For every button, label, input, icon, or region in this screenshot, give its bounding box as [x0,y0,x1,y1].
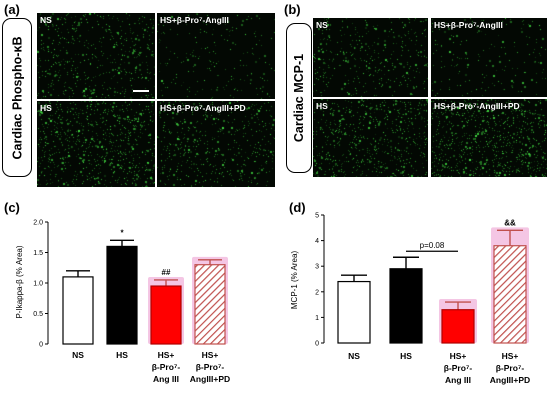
y-tick-label: 0 [315,341,319,348]
panel-b-side-label-text: Cardiac MCP-1 [292,53,307,143]
micrograph-a-hs: HS [37,101,155,187]
category-label: AngIII+PD [490,375,530,385]
mcp1-bar-chart: MCP-1 (% Area) 0 1 2 3 4 5 NS HS HS+ β-Pro⁷- Ang I… [290,213,530,386]
category-label: HS [400,351,412,361]
category-label: NS [348,351,360,361]
y-tick-label: 1 [315,315,319,322]
stain-canvas [37,13,155,99]
y-tick-label: 5 [315,213,319,220]
category-label: Ang III [445,375,471,385]
panel-a-side-label-text: Cardiac Phospho-κB [10,36,24,159]
category-label: HS+ [158,350,175,360]
micrograph-label: HS [316,101,328,111]
significance-mark: ## [162,268,171,277]
micrograph-a-treated: HS+β-Pro⁷-AngIII [157,13,275,99]
stain-canvas [313,18,428,97]
panel-d-letter: (d) [289,200,306,215]
micrograph-b-hs: HS [313,99,428,177]
micrograph-b-treated: HS+β-Pro⁷-AngIII [431,18,547,97]
bar [150,285,182,345]
micrograph-b-ns: NS [313,18,428,97]
stain-canvas [157,13,275,99]
stain-canvas [431,18,547,97]
micrograph-a-treated-pd: HS+β-Pro⁷-AngIII+PD [157,101,275,187]
category-label: β-Pro⁷- [152,362,181,372]
panel-a-letter: (a) [4,2,20,17]
bar [441,309,475,344]
scale-bar [133,90,149,92]
category-label: HS+ [450,351,467,361]
y-axis-label: MCP-1 (% Area) [290,251,299,310]
micrograph-label: HS+β-Pro⁷-AngIII [434,20,503,30]
panel-c-letter: (c) [4,200,20,215]
phospho-ikb-bar-chart: P-Ikappa-β (% Area) 0 0.5 1.0 1.5 2.0 NS * HS ##… [15,220,230,385]
category-label: β-Pro⁷- [496,363,525,373]
panel-b-letter: (b) [284,2,301,17]
micrograph-label: HS+β-Pro⁷-AngIII+PD [160,103,246,113]
category-label: AngIII+PD [190,374,230,384]
stain-canvas [431,99,547,177]
panel-b-side-label: Cardiac MCP-1 [286,23,312,173]
micrograph-a-ns: NS [37,13,155,99]
micrograph-label: NS [316,20,328,30]
category-label: HS [116,350,128,360]
micrograph-b-treated-pd: HS+β-Pro⁷-AngIII+PD [431,99,547,177]
y-tick-label: 1.5 [33,250,43,257]
bar [62,276,94,345]
panel-a-side-label: Cardiac Phospho-κB [2,18,32,177]
category-label: β-Pro⁷- [444,363,473,373]
bar [337,280,371,344]
y-tick-label: 0 [39,342,43,349]
comparison-label: p=0.08 [420,241,445,250]
bar [194,264,226,345]
micrograph-label: NS [40,15,52,25]
y-tick-label: 2 [315,289,319,296]
stain-canvas [37,101,155,187]
bar [493,245,527,344]
micrograph-label: HS+β-Pro⁷-AngIII+PD [434,101,520,111]
y-tick-label: 4 [315,238,319,245]
category-label: NS [72,350,84,360]
micrograph-label: HS [40,103,52,113]
category-label: β-Pro⁷- [196,362,225,372]
bar [106,245,138,345]
stain-canvas [157,101,275,187]
y-tick-label: 2.0 [33,220,43,227]
category-label: Ang III [153,374,179,384]
significance-mark: * [120,228,124,237]
category-label: HS+ [202,350,219,360]
y-tick-label: 3 [315,264,319,271]
y-tick-label: 0.5 [33,311,43,318]
y-tick-label: 1.0 [33,281,43,288]
significance-mark: && [504,218,516,227]
stain-canvas [313,99,428,177]
micrograph-label: HS+β-Pro⁷-AngIII [160,15,229,25]
bar [389,268,423,344]
category-label: HS+ [502,351,519,361]
y-axis-label: P-Ikappa-β (% Area) [15,245,24,318]
